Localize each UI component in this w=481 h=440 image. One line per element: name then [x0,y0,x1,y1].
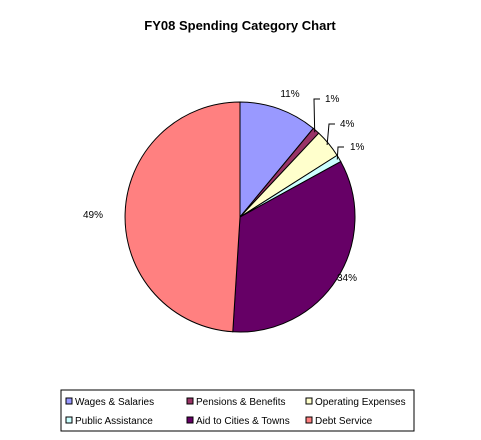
chart-title: FY08 Spending Category Chart [144,18,336,33]
pie-slices [124,101,356,333]
legend-label-operating-expenses: Operating Expenses [315,397,406,408]
legend-label-aid-to-cities-and-towns: Aid to Cities & Towns [196,416,290,427]
data-label-wages-and-salaries: 11% [280,89,299,100]
legend-swatch-operating-expenses [305,397,313,405]
pie-slice-aid-to-cities-and-towns [232,160,356,333]
leader-lines [313,98,344,160]
legend-label-wages-and-salaries: Wages & Salaries [75,397,154,408]
data-label-pensions-and-benefits: 1% [325,94,340,105]
data-labels: 11% 1% 4% 1% 34% 49% [83,89,365,284]
legend-label-pensions-and-benefits: Pensions & Benefits [196,397,286,408]
data-label-aid-to-cities-and-towns: 34% [337,273,357,284]
legend-swatch-pensions-and-benefits [186,397,194,405]
legend-label-public-assistance: Public Assistance [75,416,153,427]
legend-swatch-debt-service [305,416,313,424]
legend-box [60,389,415,432]
data-label-debt-service: 49% [83,210,103,221]
legend-swatch-aid-to-cities-and-towns [186,416,194,424]
pie-slice-debt-service [124,101,241,333]
leader-line-pensions-and-benefits [313,98,320,133]
leader-line-public-assistance [336,146,344,160]
legend-swatch-public-assistance [65,416,73,424]
data-label-public-assistance: 1% [350,142,365,153]
legend-swatch-wages-and-salaries [65,397,73,405]
legend-label-debt-service: Debt Service [315,416,373,427]
data-label-operating-expenses: 4% [340,119,355,130]
pie-slice-wages-and-salaries [239,101,315,219]
leader-line-operating-expenses [326,123,335,146]
legend: Wages & Salaries Pensions & Benefits Opera… [60,389,415,432]
